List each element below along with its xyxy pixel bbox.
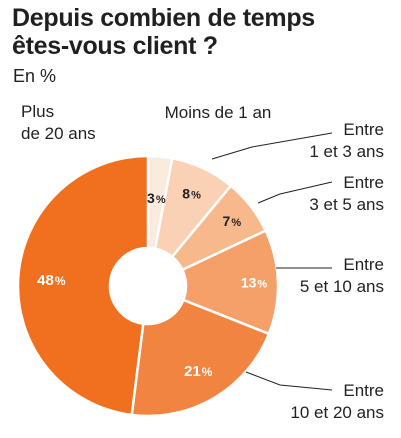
chart-subtitle: En % <box>13 66 57 86</box>
category-label-3: Entre 5 et 10 ans <box>300 255 384 296</box>
category-label-5: Plus de 20 ans <box>21 102 96 143</box>
category-label-2: Entre 3 et 5 ans <box>309 173 384 214</box>
value-label-4: 21% <box>184 363 213 380</box>
chart-title: Depuis combien de temps êtes-vous client… <box>12 4 397 60</box>
leader-line-4 <box>245 371 333 391</box>
value-label-1: 8% <box>182 185 201 201</box>
category-label-0: Moins de 1 an <box>165 103 272 122</box>
value-label-5: 48% <box>37 272 66 289</box>
chart-title-line-2: êtes-vous client ? <box>12 32 218 60</box>
slice-4 <box>130 298 271 418</box>
category-label-1: Entre 1 et 3 ans <box>309 120 384 161</box>
leader-line-1 <box>211 132 333 160</box>
value-label-3: 13% <box>241 275 268 291</box>
slice-5 <box>16 154 150 417</box>
chart-title-line-1: Depuis combien de temps <box>12 4 315 32</box>
value-label-0: 3% <box>147 190 166 206</box>
value-label-2: 7% <box>223 213 242 229</box>
category-label-4: Entre 10 et 20 ans <box>290 381 384 422</box>
leader-line-2 <box>257 181 333 204</box>
